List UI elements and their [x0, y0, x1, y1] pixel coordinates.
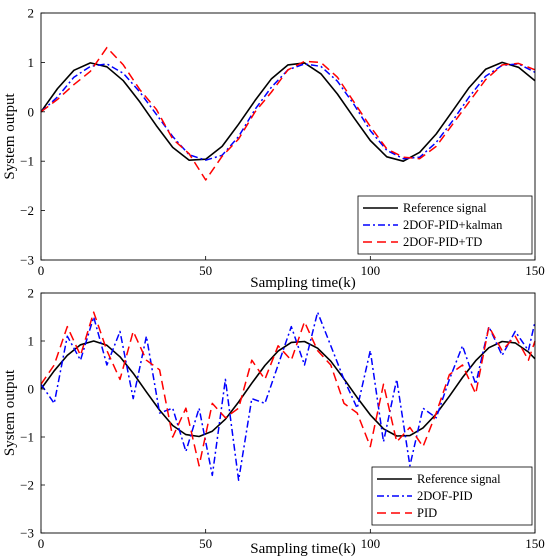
- top-y-tick-label: −2: [20, 203, 34, 218]
- bottom-y-tick-label: −3: [20, 526, 34, 541]
- top-series-layer: [40, 46, 536, 181]
- top-y-tick-label: −3: [20, 253, 34, 268]
- top-series-line-td: [40, 46, 536, 181]
- top-legend-label-kalman: 2DOF-PID+kalman: [403, 218, 503, 232]
- top-legend-box: [357, 195, 533, 255]
- top-y-tick-label: 1: [28, 55, 35, 70]
- bottom-legend: Reference signal 2DOF-PID PID: [371, 466, 533, 526]
- top-legend-label-td: 2DOF-PID+TD: [403, 235, 482, 249]
- bottom-series-line-2dof-pid: [40, 311, 536, 481]
- bottom-legend-label-reference: Reference signal: [417, 472, 501, 486]
- bottom-y-tick-label: 2: [28, 286, 35, 301]
- top-y-tick-label: 2: [28, 6, 35, 21]
- top-chart: 0 50 100 150 2 1 0 −1 −2 −3 Sampling time(k) Syst…: [2, 6, 545, 292]
- top-ticks-layer: 0 50 100 150 2 1 0 −1 −2 −3: [20, 6, 545, 279]
- top-y-tick-label: −1: [20, 154, 34, 169]
- top-y-tick-label: 0: [28, 104, 35, 119]
- bottom-legend-entry-2dof-pid: 2DOF-PID: [377, 489, 473, 503]
- top-legend: Reference signal 2DOF-PID+kalman 2DOF-PI…: [357, 195, 533, 255]
- top-x-tick-label: 0: [38, 263, 45, 278]
- top-series-line-reference: [40, 61, 536, 162]
- bottom-y-axis-label: System output: [2, 369, 18, 456]
- bottom-axes-frame: [40, 292, 536, 534]
- bottom-ticks-layer: 0 50 100 150 2 1 0 −1 −2 −3: [20, 286, 545, 552]
- bottom-y-tick-label: 1: [28, 334, 35, 349]
- top-legend-entry-td: 2DOF-PID+TD: [363, 235, 482, 249]
- top-legend-label-reference: Reference signal: [403, 201, 487, 215]
- bottom-x-tick-label: 100: [361, 536, 381, 551]
- top-x-tick-label: 150: [525, 263, 545, 278]
- top-series-line-kalman: [40, 63, 536, 161]
- bottom-chart: 0 50 100 150 2 1 0 −1 −2 −3 Sampling time(k) Syst…: [2, 286, 545, 558]
- top-axes-frame: [40, 12, 536, 261]
- bottom-legend-label-pid: PID: [417, 506, 437, 520]
- bottom-x-tick-label: 150: [525, 536, 545, 551]
- bottom-legend-entry-pid: PID: [377, 506, 437, 520]
- bottom-series-layer: [40, 311, 536, 481]
- bottom-x-tick-label: 0: [38, 536, 45, 551]
- bottom-series-line-reference: [40, 340, 536, 438]
- bottom-legend-label-2dof-pid: 2DOF-PID: [417, 489, 473, 503]
- bottom-y-tick-label: 0: [28, 382, 35, 397]
- top-x-tick-label: 50: [199, 263, 212, 278]
- bottom-x-tick-label: 50: [199, 536, 212, 551]
- top-y-axis-label: System output: [2, 93, 18, 180]
- top-legend-entry-kalman: 2DOF-PID+kalman: [363, 218, 503, 232]
- top-x-tick-label: 100: [361, 263, 381, 278]
- bottom-series-line-pid: [40, 311, 536, 467]
- bottom-x-axis-label: Sampling time(k): [250, 541, 355, 557]
- bottom-legend-entry-reference: Reference signal: [377, 472, 501, 486]
- bottom-y-tick-label: −2: [20, 478, 34, 493]
- top-legend-entry-reference: Reference signal: [363, 201, 487, 215]
- bottom-y-tick-label: −1: [20, 430, 34, 445]
- top-x-axis-label: Sampling time(k): [250, 275, 355, 291]
